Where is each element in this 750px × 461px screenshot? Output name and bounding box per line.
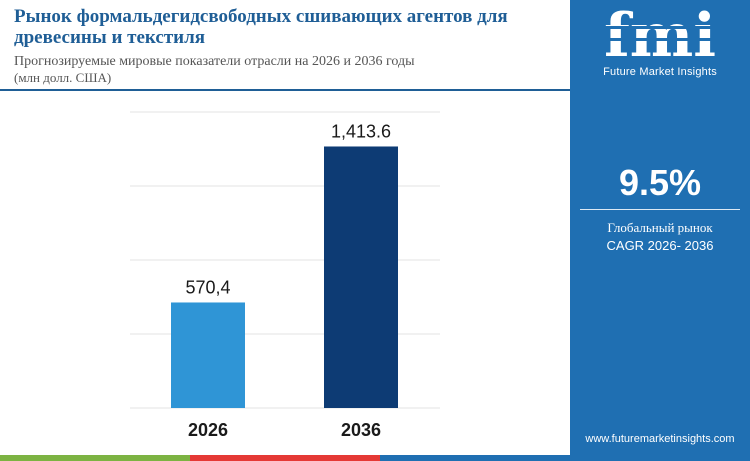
footer-stripe-blue	[380, 455, 750, 461]
fmi-logo-icon: fmi	[596, 4, 724, 62]
website-link[interactable]: www.futuremarketinsights.com	[585, 433, 735, 445]
x-tick-label-2036: 2036	[341, 420, 381, 440]
page-subtitle: Прогнозируемые мировые показатели отрасл…	[14, 54, 415, 69]
unit-label: (млн долл. США)	[14, 70, 112, 85]
header-divider	[0, 89, 570, 91]
cagr-period: CAGR 2026- 2036	[606, 238, 714, 253]
bar-chart: 570,4 2026 1,413.6 2036	[130, 111, 440, 440]
data-label-2036: 1,413.6	[331, 121, 391, 141]
x-tick-label-2026: 2026	[188, 420, 228, 440]
bar-2036	[324, 146, 398, 408]
cagr-value: 9.5%	[618, 162, 702, 203]
data-label-2026: 570,4	[185, 277, 230, 297]
panel-divider	[580, 209, 740, 210]
footer-stripe-red	[190, 455, 380, 461]
footer-stripe-green	[0, 455, 190, 461]
page-title: Рынок формальдегидсвободных сшивающих аг…	[14, 6, 508, 48]
side-panel: fmi Future Market Insights 9.5% Глобальн…	[570, 0, 750, 455]
cagr-label: Глобальный рынок	[607, 220, 713, 235]
logo-text: fmi	[604, 4, 716, 62]
bars: 570,4 2026 1,413.6 2036	[171, 121, 398, 440]
bar-2026	[171, 302, 245, 408]
brand-name: Future Market Insights	[603, 66, 717, 78]
